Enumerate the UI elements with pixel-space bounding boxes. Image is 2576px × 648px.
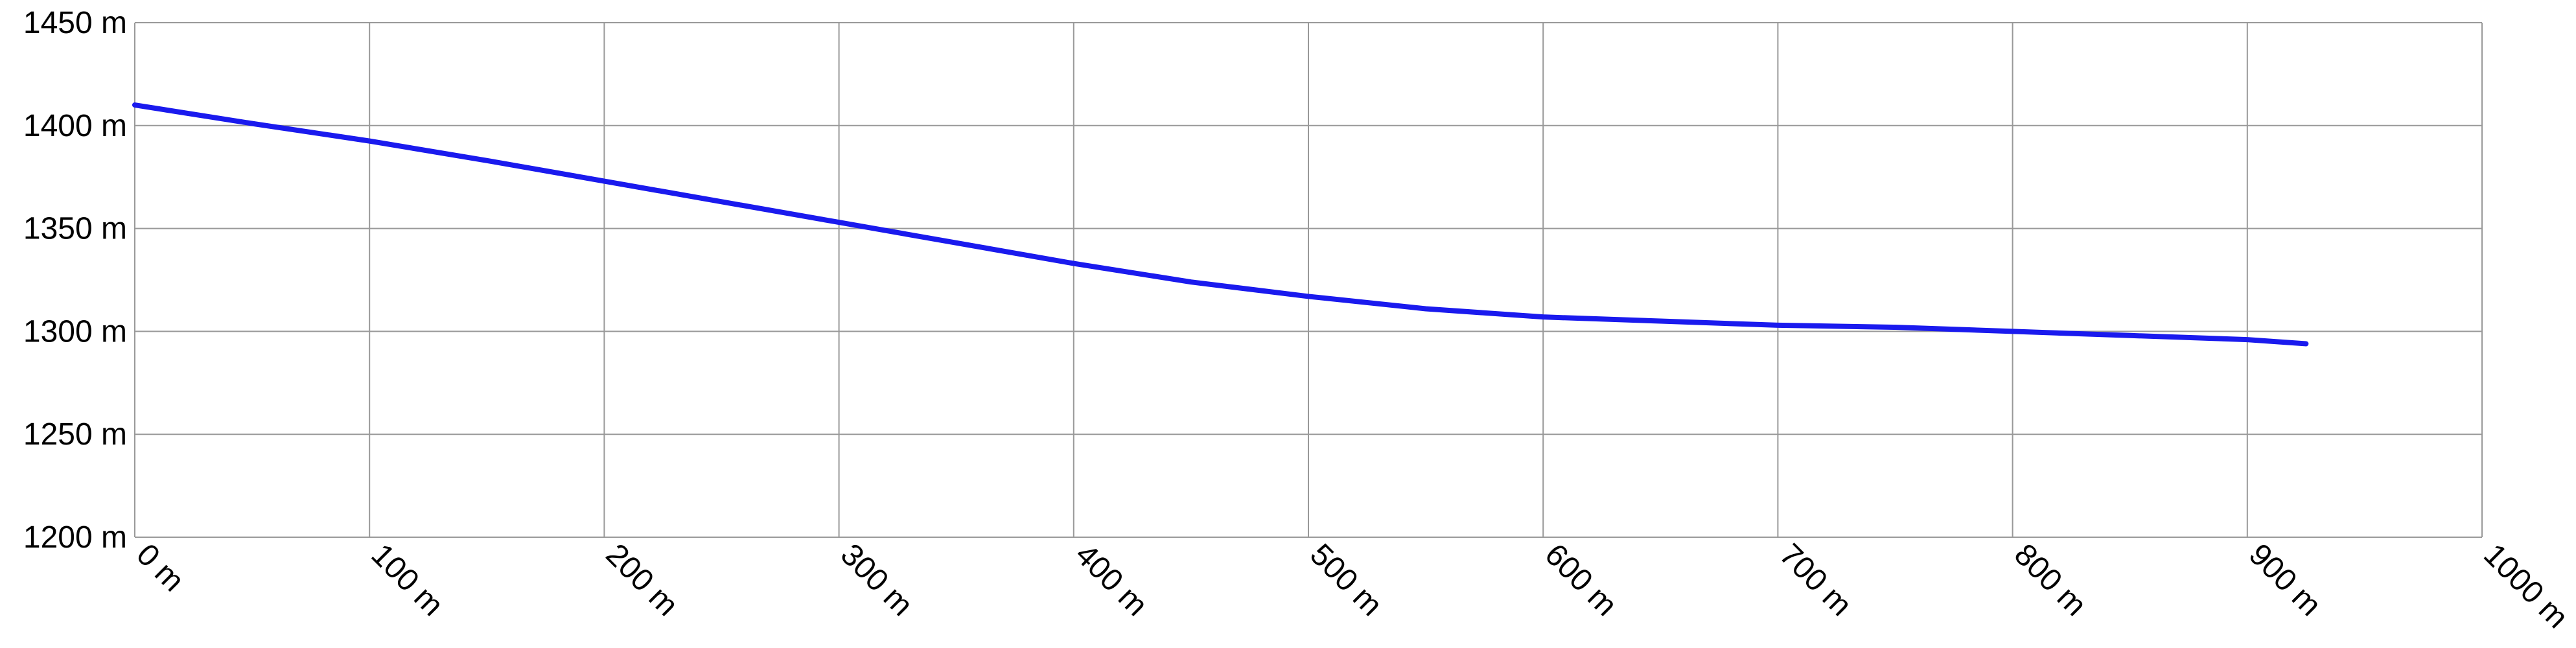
- x-tick-label: 0 m: [130, 537, 191, 598]
- x-tick-label: 200 m: [599, 537, 685, 623]
- y-tick-label: 1200 m: [23, 520, 127, 555]
- y-tick-label: 1300 m: [23, 314, 127, 349]
- x-tick-label: 100 m: [364, 537, 450, 623]
- x-tick-label: 700 m: [1773, 537, 1859, 623]
- x-tick-label: 900 m: [2242, 537, 2328, 623]
- y-tick-label: 1350 m: [23, 212, 127, 246]
- x-tick-label: 800 m: [2008, 537, 2093, 623]
- x-tick-label: 1000 m: [2477, 537, 2575, 635]
- x-tick-label: 400 m: [1069, 537, 1154, 623]
- x-tick-label: 600 m: [1538, 537, 1623, 623]
- y-tick-label: 1250 m: [23, 417, 127, 452]
- line: [132, 102, 2309, 347]
- x-tick-label: 300 m: [834, 537, 920, 623]
- x-tick-label: 500 m: [1303, 537, 1389, 623]
- y-tick-label: 1450 m: [23, 6, 127, 40]
- y-tick-label: 1400 m: [23, 109, 127, 143]
